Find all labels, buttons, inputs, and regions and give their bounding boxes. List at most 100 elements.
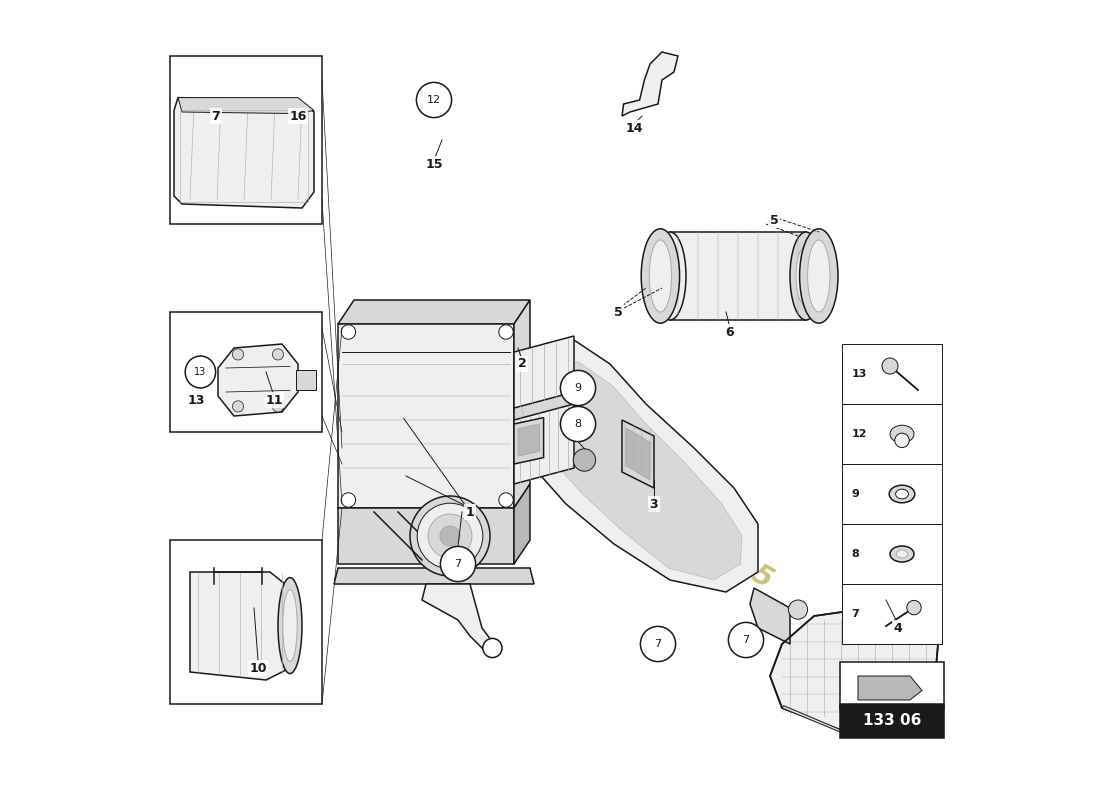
Circle shape (341, 325, 355, 339)
FancyBboxPatch shape (842, 524, 942, 584)
FancyBboxPatch shape (170, 56, 322, 224)
Text: 8: 8 (851, 549, 859, 559)
Polygon shape (750, 588, 790, 644)
Polygon shape (218, 344, 298, 416)
Text: 4: 4 (893, 622, 902, 634)
Polygon shape (514, 340, 758, 592)
Polygon shape (514, 404, 574, 484)
Ellipse shape (641, 229, 680, 323)
Polygon shape (518, 424, 540, 456)
Circle shape (728, 622, 763, 658)
Ellipse shape (796, 246, 816, 306)
FancyBboxPatch shape (842, 404, 942, 464)
Circle shape (483, 638, 502, 658)
Text: 133 06: 133 06 (862, 714, 921, 728)
Polygon shape (174, 98, 314, 208)
Polygon shape (514, 484, 530, 564)
Polygon shape (621, 420, 654, 488)
Circle shape (560, 370, 595, 406)
Text: 1: 1 (465, 506, 474, 518)
FancyBboxPatch shape (170, 540, 322, 704)
Circle shape (906, 600, 921, 614)
Polygon shape (334, 568, 534, 584)
Text: 9: 9 (574, 383, 582, 393)
Polygon shape (178, 98, 314, 114)
Polygon shape (621, 52, 678, 116)
Text: 3: 3 (650, 498, 658, 510)
Ellipse shape (649, 240, 672, 312)
Circle shape (789, 600, 807, 619)
Circle shape (904, 600, 924, 619)
Ellipse shape (896, 550, 907, 558)
Ellipse shape (889, 485, 915, 503)
Ellipse shape (890, 426, 914, 443)
Polygon shape (338, 508, 514, 564)
Ellipse shape (790, 232, 822, 320)
Ellipse shape (278, 578, 303, 674)
Text: a passion for parts since 1985: a passion for parts since 1985 (354, 334, 778, 594)
Text: 12: 12 (427, 95, 441, 105)
Text: 13: 13 (851, 369, 867, 379)
Text: 7: 7 (851, 609, 859, 619)
Polygon shape (338, 324, 514, 508)
Circle shape (232, 401, 243, 412)
Text: 9: 9 (851, 489, 859, 499)
Polygon shape (858, 676, 922, 700)
Text: 2: 2 (518, 358, 527, 370)
FancyBboxPatch shape (842, 344, 942, 404)
Polygon shape (670, 232, 806, 320)
Ellipse shape (654, 232, 686, 320)
Ellipse shape (428, 514, 472, 558)
Circle shape (232, 349, 243, 360)
FancyBboxPatch shape (170, 312, 322, 432)
Circle shape (417, 82, 452, 118)
Text: 7: 7 (211, 110, 220, 122)
Circle shape (440, 546, 475, 582)
Circle shape (273, 401, 284, 412)
Ellipse shape (800, 229, 838, 323)
Text: 15: 15 (426, 158, 442, 170)
Text: 12: 12 (851, 429, 867, 439)
Polygon shape (338, 300, 530, 324)
Text: 7: 7 (742, 635, 749, 645)
Circle shape (573, 449, 595, 471)
Circle shape (341, 493, 355, 507)
Text: 11: 11 (265, 394, 283, 406)
Ellipse shape (807, 240, 830, 312)
Ellipse shape (417, 503, 483, 569)
Polygon shape (514, 418, 543, 464)
FancyBboxPatch shape (839, 662, 945, 710)
Text: 16: 16 (289, 110, 307, 122)
Circle shape (560, 406, 595, 442)
FancyBboxPatch shape (296, 370, 317, 390)
Polygon shape (422, 584, 494, 652)
Ellipse shape (895, 490, 909, 499)
Text: 5: 5 (770, 214, 779, 226)
Ellipse shape (440, 526, 460, 546)
Text: 14: 14 (625, 122, 642, 134)
Text: 13: 13 (188, 394, 205, 406)
Circle shape (498, 325, 514, 339)
Circle shape (640, 626, 675, 662)
Text: 13: 13 (195, 367, 207, 377)
FancyBboxPatch shape (842, 584, 942, 644)
Ellipse shape (890, 546, 914, 562)
Ellipse shape (185, 356, 216, 388)
Polygon shape (514, 300, 530, 508)
Ellipse shape (410, 496, 490, 576)
Circle shape (894, 434, 910, 448)
Text: 5: 5 (614, 306, 623, 318)
Polygon shape (514, 336, 574, 408)
Circle shape (882, 358, 898, 374)
Polygon shape (190, 572, 290, 680)
Text: 7: 7 (454, 559, 462, 569)
Text: 6: 6 (726, 326, 735, 338)
Text: 10: 10 (250, 662, 266, 674)
Polygon shape (782, 688, 940, 734)
Polygon shape (770, 608, 938, 732)
FancyBboxPatch shape (842, 464, 942, 524)
Polygon shape (626, 428, 650, 480)
Circle shape (498, 493, 514, 507)
Polygon shape (522, 362, 743, 580)
Text: 8: 8 (574, 419, 582, 429)
